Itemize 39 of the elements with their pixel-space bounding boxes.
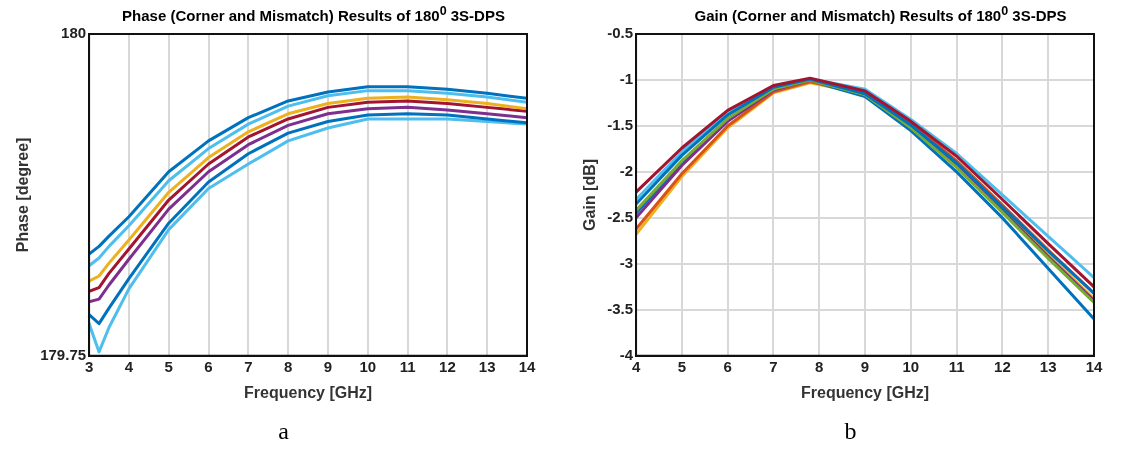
x-tick-label: 13 [1039, 357, 1057, 375]
x-axis-title: Frequency [GHz] [244, 383, 373, 401]
x-tick-label: 14 [1085, 357, 1103, 375]
y-tick-label: -1 [619, 70, 634, 88]
y-tick-label: -2 [619, 162, 634, 180]
x-tick-label: 6 [204, 357, 213, 375]
x-tick-label: 10 [359, 357, 377, 375]
x-tick-label: 9 [323, 357, 333, 375]
x-tick-label: 5 [677, 357, 687, 375]
text: b [843, 418, 858, 445]
y-axis-title: Gain [dB] [581, 158, 599, 231]
x-tick-label: 4 [124, 357, 134, 375]
x-tick-label: 14 [518, 357, 536, 375]
x-tick-label: 9 [860, 357, 870, 375]
y-tick-label: 179.75 [40, 345, 87, 363]
x-tick-label: 8 [815, 357, 824, 375]
x-tick-label: 7 [769, 357, 778, 375]
x-tick-label: 11 [948, 357, 965, 375]
x-tick-label: 7 [244, 357, 253, 375]
y-axis-title: Phase [degree] [14, 137, 32, 253]
y-tick-label: -2.5 [607, 208, 634, 226]
x-tick-label: 10 [902, 357, 920, 375]
y-tick-label: -4 [619, 345, 634, 363]
y-tick-label: -1.5 [607, 116, 634, 134]
x-tick-label: 13 [478, 357, 496, 375]
x-tick-label: 11 [399, 357, 416, 375]
x-tick-label: 8 [283, 357, 293, 375]
x-tick-label: 12 [994, 357, 1011, 375]
chart-title: Gain (Corner and Mismatch) Results of 180$^{0}$ 3S-DPS [693, 4, 1068, 24]
y-tick-label: -3 [619, 254, 634, 271]
chart-title: Phase (Corner and Mismatch) Results of 180$^{0}$ 3S-DPS [121, 4, 506, 24]
x-axis-title: Frequency [GHz] [801, 383, 930, 401]
text: a [277, 418, 290, 445]
y-tick-label: 180 [61, 24, 87, 42]
x-tick-label: 6 [723, 357, 732, 375]
y-tick-label: -0.5 [607, 24, 634, 42]
y-tick-label: -3.5 [607, 299, 634, 317]
x-tick-label: 5 [164, 357, 173, 375]
x-tick-label: 12 [439, 357, 456, 375]
